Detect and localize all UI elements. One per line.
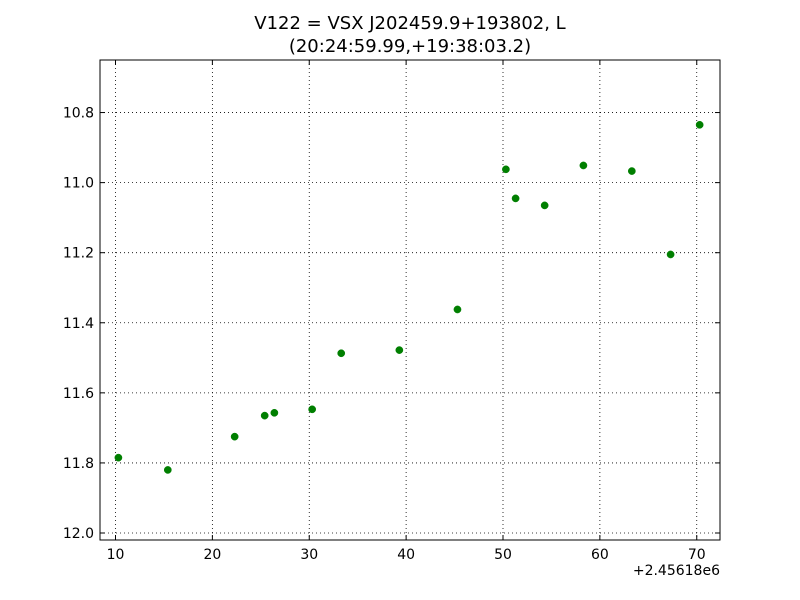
data-point — [627, 167, 636, 175]
y-tick-label: 11.0 — [63, 176, 94, 192]
axis-ticks: 10 20 30 40 50 60 70 10.8 11.0 11.2 11.4 11.6 11.8 12… — [63, 60, 720, 563]
x-offset-label: +2.45618e6 — [633, 563, 720, 579]
x-tick-label: 30 — [300, 547, 318, 563]
x-tick-label: 10 — [107, 547, 125, 563]
data-point — [540, 201, 549, 210]
x-tick-label: 50 — [494, 547, 512, 563]
plot-frame — [99, 59, 721, 541]
y-tick-label: 11.8 — [63, 456, 94, 472]
data-point — [453, 305, 462, 314]
data-point — [695, 120, 704, 129]
y-tick-label: 11.4 — [63, 316, 94, 332]
chart-title-line2: (20:24:59.99,+19:38:03.2) — [289, 36, 531, 57]
chart-title-line1: V122 = VSX J202459.9+193802, L — [254, 13, 565, 34]
x-tick-label: 70 — [688, 547, 706, 563]
y-tick-label: 11.2 — [63, 246, 94, 262]
data-point — [260, 411, 269, 420]
x-tick-label: 40 — [397, 547, 415, 563]
data-points — [114, 120, 704, 474]
data-point — [163, 466, 172, 474]
data-point — [230, 432, 239, 441]
x-tick-label: 60 — [591, 547, 609, 563]
data-point — [502, 165, 510, 174]
data-point — [579, 161, 588, 170]
data-point — [114, 453, 123, 462]
y-tick-label: 10.8 — [63, 106, 94, 122]
data-point — [511, 194, 520, 203]
x-tick-label: 20 — [203, 547, 221, 563]
data-point — [666, 250, 675, 259]
data-point — [270, 408, 279, 417]
data-point — [395, 346, 404, 354]
grid — [100, 60, 720, 540]
y-tick-label: 11.6 — [63, 386, 94, 402]
y-tick-label: 12.0 — [63, 526, 94, 542]
data-point — [337, 349, 346, 358]
data-point — [308, 405, 317, 414]
